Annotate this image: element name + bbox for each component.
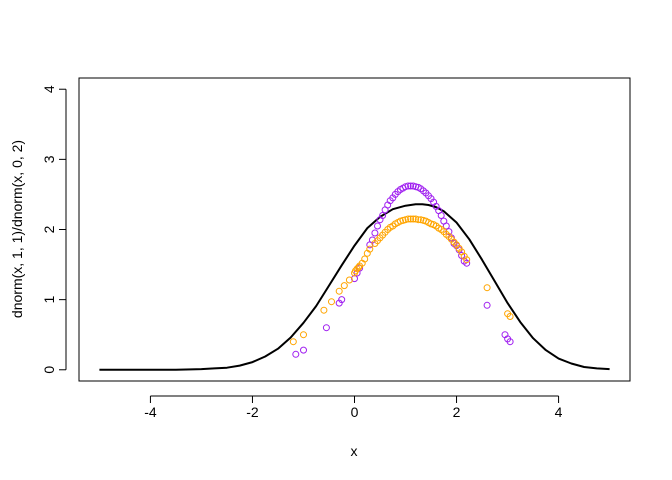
point-series-2 [289,215,514,346]
y-axis-label: dnorm(x, 1, 1)/dnorm(x, 0, 2) [9,140,25,318]
scatter-points-layer [289,182,514,358]
y-tick-label: 3 [41,155,57,163]
data-point [320,306,328,314]
data-point [361,255,369,263]
x-tick-label: 0 [351,404,359,420]
y-axis: 0 1 2 3 4 [41,85,67,374]
data-point [300,346,307,354]
data-point [379,212,387,219]
y-tick-label: 1 [41,296,57,304]
data-point [345,276,353,284]
data-point [292,350,300,358]
density-ratio-curve-layer [99,203,610,371]
data-point [338,296,346,304]
density-ratio-curve [99,203,610,371]
plot-frame [78,77,631,382]
data-point [483,301,491,309]
data-point [366,245,374,253]
data-point [371,229,379,237]
x-tick-label: 4 [555,404,563,420]
data-point [463,256,471,264]
data-point [328,298,335,306]
x-tick-label: 2 [453,404,461,420]
data-point [404,215,412,223]
data-point [300,331,307,339]
data-point [355,263,363,271]
data-point [409,215,417,223]
x-tick-label: -2 [246,404,259,420]
data-point [289,338,297,346]
data-point [407,182,415,190]
x-axis-label: x [351,443,358,459]
data-point [506,313,514,320]
data-point [506,338,514,346]
data-point [335,287,343,295]
data-point [407,215,415,223]
data-point [322,324,330,332]
point-series-1 [292,182,514,358]
data-point [442,222,450,230]
y-tick-label: 4 [41,85,57,93]
data-point [340,282,348,290]
y-tick-label: 0 [41,366,57,374]
x-tick-label: -4 [144,404,157,420]
data-point [483,284,491,292]
y-tick-label: 2 [41,225,57,233]
data-point [374,222,381,230]
data-point [404,182,412,190]
data-point [414,216,422,224]
x-axis: -4 -2 0 2 4 [144,395,563,420]
data-point [463,259,471,267]
data-point [437,212,445,219]
